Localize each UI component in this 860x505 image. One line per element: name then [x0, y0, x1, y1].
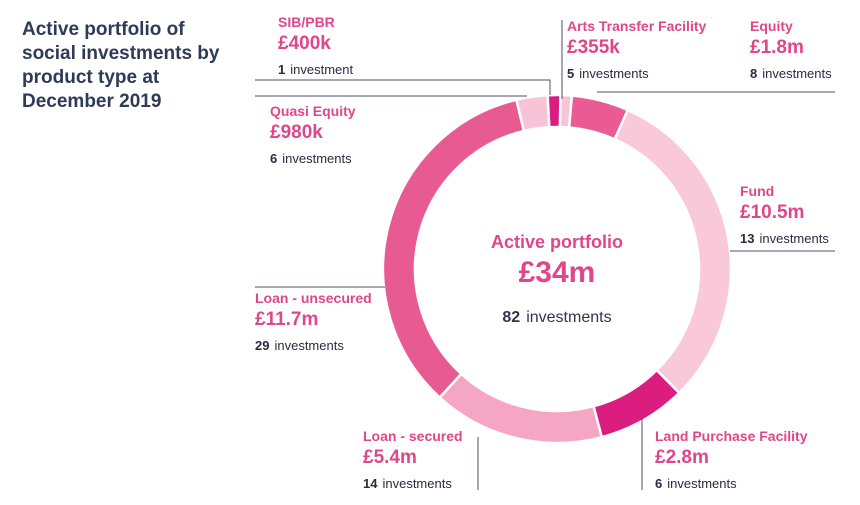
slice-count-suffix: investments: [382, 476, 452, 491]
slice-count-number: 13: [740, 231, 754, 246]
center-count-suffix: investments: [526, 309, 611, 326]
center-summary: Active portfolio £34m 82 investments: [491, 232, 623, 326]
slice-label-name: Loan - unsecured: [255, 290, 372, 306]
slice-label-value: £2.8m: [655, 447, 709, 468]
slice-label-count: 14 investments: [363, 476, 452, 491]
slice-quasi-equity: [514, 93, 551, 133]
slice-count-number: 6: [270, 151, 277, 166]
slice-count-number: 6: [655, 476, 662, 491]
center-label: Active portfolio: [491, 232, 623, 252]
slice-count-suffix: investment: [290, 62, 353, 77]
donut-slices: [381, 93, 733, 445]
slice-label-count: 8 investments: [750, 66, 832, 81]
slice-count-number: 8: [750, 66, 757, 81]
slice-label-value: £10.5m: [740, 202, 804, 223]
slice-label-name: Arts Transfer Facility: [567, 18, 706, 34]
slice-label-count: 29 investments: [255, 338, 344, 353]
slice-label-count: 6 investments: [270, 151, 352, 166]
slice-label-value: £5.4m: [363, 447, 417, 468]
slice-label-value: £1.8m: [750, 37, 804, 58]
leader-line-sib-pbr: [255, 79, 551, 95]
slice-count-number: 5: [567, 66, 574, 81]
slice-count-suffix: investments: [274, 338, 344, 353]
slice-count-number: 1: [278, 62, 285, 77]
slice-label-count: 1 investment: [278, 62, 353, 77]
slice-fund: [613, 108, 733, 395]
chart-title: Active portfolio of social investments b…: [22, 19, 220, 112]
slice-label-name: Loan - secured: [363, 428, 463, 444]
slice-label-value: £400k: [278, 33, 331, 54]
slice-count-suffix: investments: [759, 231, 829, 246]
center-count-number: 82: [502, 309, 520, 326]
slice-count-suffix: investments: [282, 151, 352, 166]
slice-label-name: Fund: [740, 183, 774, 199]
slice-count-suffix: investments: [667, 476, 737, 491]
slice-label-name: Equity: [750, 18, 793, 34]
center-count: 82 investments: [502, 309, 611, 326]
slice-label-name: SIB/PBR: [278, 14, 335, 30]
slice-label-name: Quasi Equity: [270, 103, 356, 119]
slice-label-count: 6 investments: [655, 476, 737, 491]
slice-label-value: £355k: [567, 37, 620, 58]
center-value: £34m: [519, 256, 596, 289]
slice-count-number: 14: [363, 476, 378, 491]
slice-count-suffix: investments: [762, 66, 832, 81]
slice-labels: Arts Transfer Facility £355k 5 investments E…: [255, 14, 832, 491]
slice-label-count: 5 investments: [567, 66, 649, 81]
slice-label-value: £980k: [270, 122, 323, 143]
leader-lines: [255, 20, 835, 490]
slice-count-suffix: investments: [579, 66, 649, 81]
slice-label-name: Land Purchase Facility: [655, 428, 808, 444]
slice-count-number: 29: [255, 338, 269, 353]
slice-label-value: £11.7m: [255, 309, 318, 330]
slice-loan-secured: [437, 372, 604, 445]
slice-label-count: 13 investments: [740, 231, 829, 246]
slice-sib-pbr: [546, 93, 562, 129]
